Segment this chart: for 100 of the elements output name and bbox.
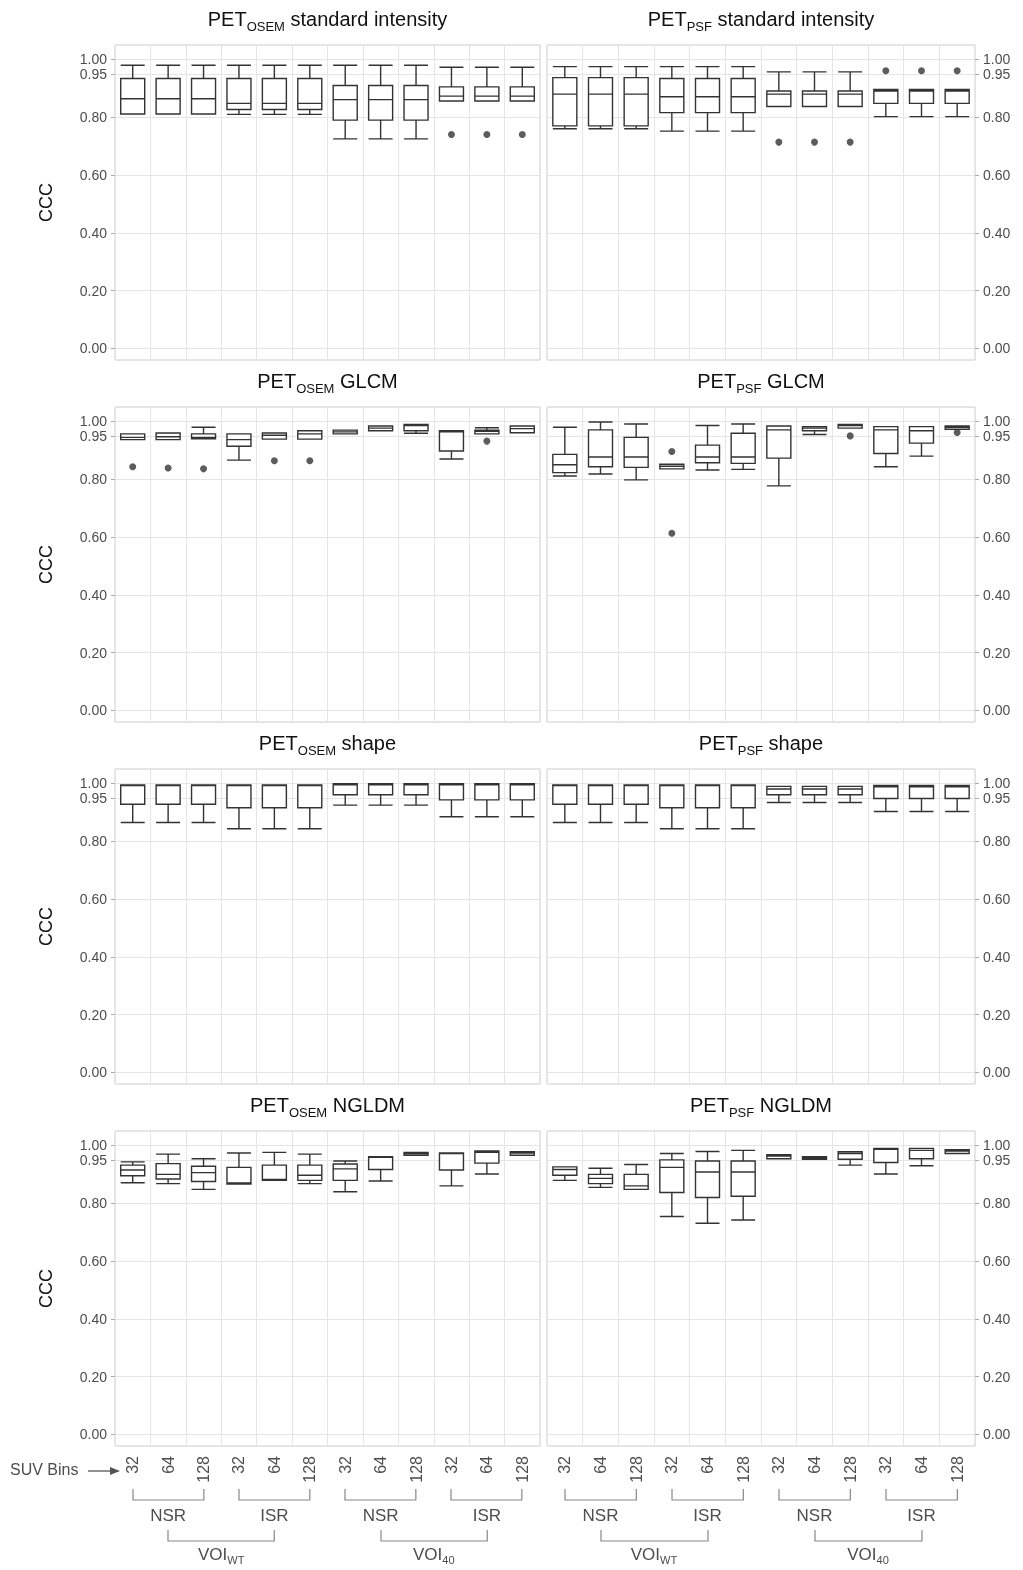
chart-title: PET$_{PSF}$ shape [697, 732, 825, 758]
y-tick-label: 0.00 [79, 702, 108, 719]
y-tick-label: 0.20 [983, 644, 1011, 661]
chart-title: PET$_{OSEM}$ GLCM [256, 370, 399, 396]
y-tick-label: 0.20 [983, 282, 1011, 299]
y-tick-label: 0.00 [983, 340, 1011, 357]
chart-title: PET$_{OSEM}$ NGLDM [249, 1094, 406, 1120]
y-tick-label: 0.80 [79, 471, 108, 488]
chart-title: PET$_{PSF}$ NGLDM [689, 1094, 833, 1120]
text: NSR [362, 1506, 399, 1526]
y-tick-label: 0.60 [983, 1253, 1011, 1270]
text: ISR [472, 1506, 502, 1526]
y-tick-label: 0.00 [79, 1426, 108, 1443]
y-tick-label: 0.20 [983, 1006, 1011, 1023]
y-axis-title: CCC [36, 545, 56, 584]
x-tick-label: 32 [336, 1455, 354, 1474]
y-tick-label: 0.60 [79, 891, 108, 908]
y-tick-label: 0.80 [983, 471, 1011, 488]
y-tick-label: 0.60 [983, 891, 1011, 908]
x-tick-label: 32 [877, 1455, 895, 1474]
x-tick-label: 64 [699, 1455, 716, 1474]
y-tick-label: 0.95 [79, 427, 108, 444]
y-tick-label: 0.20 [79, 644, 108, 661]
x-tick-label: 128 [627, 1455, 645, 1483]
x-tick-label: 64 [159, 1455, 177, 1474]
y-tick-label: 0.20 [79, 282, 108, 299]
y-tick-label: 0.80 [79, 109, 108, 126]
y-tick-label: 0.60 [983, 167, 1011, 184]
y-tick-label: 0.40 [983, 1310, 1011, 1327]
y-tick-label: 0.60 [79, 1253, 108, 1270]
y-tick-label: 0.60 [983, 529, 1011, 546]
y-tick-label: 0.80 [983, 109, 1011, 126]
text: NSR [796, 1506, 833, 1526]
text: NSR [582, 1506, 619, 1526]
y-tick-label: 0.95 [79, 1151, 108, 1168]
x-tick-label: 128 [407, 1455, 425, 1483]
x-tick-label: 32 [442, 1455, 460, 1474]
y-tick-label: 1.00 [79, 413, 108, 430]
y-tick-label: 0.80 [983, 833, 1011, 850]
x-tick-label: 32 [770, 1455, 788, 1474]
text: ISR [907, 1506, 936, 1526]
y-tick-label: 0.80 [79, 1195, 108, 1212]
y-tick-label: 0.40 [983, 224, 1011, 241]
x-tick-label: 128 [195, 1455, 213, 1483]
y-tick-label: 1.00 [79, 1137, 108, 1154]
y-tick-label: 0.20 [983, 1368, 1011, 1385]
y-tick-label: 0.40 [79, 1310, 108, 1327]
y-tick-label: 0.95 [79, 789, 108, 806]
y-tick-label: 0.00 [79, 1064, 108, 1081]
x-tick-label: 64 [592, 1455, 609, 1474]
x-tick-label: 64 [265, 1455, 283, 1474]
text: VOI$_{40}$ [847, 1545, 889, 1567]
y-axis-title: CCC [36, 183, 56, 222]
chart-title: PET$_{OSEM}$ shape [257, 732, 398, 758]
y-tick-label: 0.20 [79, 1006, 108, 1023]
text: ISR [260, 1506, 289, 1526]
y-tick-label: 1.00 [983, 51, 1011, 68]
text: VOI$_{WT}$ [630, 1545, 678, 1567]
y-tick-label: 1.00 [79, 51, 108, 68]
y-tick-label: 0.40 [79, 224, 108, 241]
y-axis-title: CCC [36, 907, 56, 946]
y-tick-label: 0.40 [79, 948, 108, 965]
y-tick-label: 0.60 [79, 529, 108, 546]
text: ISR [693, 1506, 722, 1526]
x-tick-label: 128 [301, 1455, 319, 1483]
x-tick-label: 64 [913, 1455, 930, 1474]
y-tick-label: 0.95 [983, 789, 1011, 806]
x-tick-label: 64 [478, 1455, 496, 1474]
chart-title: PET$_{PSF}$ standard intensity [646, 8, 876, 34]
y-tick-label: 0.00 [983, 702, 1011, 719]
chart-title: PET$_{OSEM}$ standard intensity [206, 8, 449, 34]
y-tick-label: 0.40 [983, 948, 1011, 965]
y-tick-label: 0.40 [983, 586, 1011, 603]
x-tick-label: 128 [948, 1455, 966, 1483]
x-tick-label: 128 [841, 1455, 859, 1483]
y-tick-label: 0.00 [983, 1426, 1011, 1443]
y-tick-label: 1.00 [983, 1137, 1011, 1154]
y-tick-label: 1.00 [983, 413, 1011, 430]
y-tick-label: 0.80 [983, 1195, 1011, 1212]
y-tick-label: 0.40 [79, 586, 108, 603]
y-tick-label: 0.95 [79, 65, 108, 82]
y-tick-label: 0.20 [79, 1368, 108, 1385]
y-tick-label: 0.95 [983, 427, 1011, 444]
x-tick-label: 64 [806, 1455, 823, 1474]
text: NSR [150, 1506, 187, 1526]
text: VOI$_{40}$ [412, 1545, 455, 1567]
x-tick-label: 32 [663, 1455, 681, 1474]
y-tick-label: 0.00 [983, 1064, 1011, 1081]
chart-title: PET$_{PSF}$ GLCM [696, 370, 826, 396]
y-tick-label: 0.95 [983, 1151, 1011, 1168]
y-tick-label: 0.80 [79, 833, 108, 850]
x-tick-label: 128 [513, 1455, 531, 1483]
x-tick-label: 32 [556, 1455, 574, 1474]
y-tick-label: 1.00 [79, 775, 108, 792]
y-tick-label: 0.60 [79, 167, 108, 184]
y-tick-label: 0.95 [983, 65, 1011, 82]
x-tick-label: 32 [230, 1455, 248, 1474]
x-tick-label: 128 [734, 1455, 752, 1483]
x-tick-label: 64 [372, 1455, 390, 1474]
y-axis-title: CCC [36, 1269, 56, 1308]
